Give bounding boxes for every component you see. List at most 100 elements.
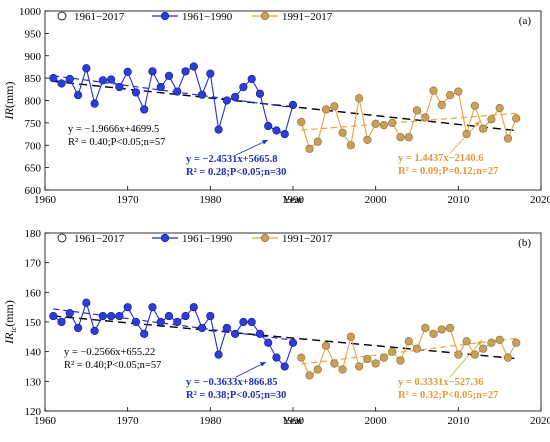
annotation-early-equation: y = −2.4531x+5665.8 — [186, 154, 277, 165]
data-point-1961-1990 — [73, 323, 83, 333]
x-axis-label: Year — [283, 415, 304, 427]
arrow-late — [449, 339, 483, 378]
data-point-1991-2017 — [363, 135, 372, 144]
x-tick-label: 2020 — [530, 194, 550, 206]
data-point-1961-1990 — [82, 64, 91, 73]
data-point-1961-1990 — [222, 96, 231, 105]
data-point-1961-1990 — [189, 62, 198, 71]
data-point-1961-1990 — [206, 69, 215, 78]
data-point-1961-1990 — [255, 329, 265, 338]
legend-marker-early — [160, 233, 170, 243]
arrow-early — [235, 139, 269, 156]
data-point-1991-2017 — [487, 338, 496, 347]
data-point-1991-2017 — [512, 114, 521, 123]
data-point-1991-2017 — [462, 129, 471, 139]
y-tick-label: 170 — [25, 258, 42, 270]
data-point-1961-1990 — [148, 303, 157, 312]
data-point-1961-1990 — [90, 326, 99, 336]
data-point-1991-2017 — [355, 94, 364, 103]
data-point-1991-2017 — [437, 100, 446, 110]
data-point-1991-2017 — [503, 353, 513, 362]
y-axis-label-sub: ic — [9, 326, 18, 332]
data-point-1991-2017 — [429, 329, 438, 338]
data-point-1961-1990 — [239, 317, 248, 327]
data-point-1991-2017 — [330, 359, 339, 368]
x-tick-label: 1960 — [34, 194, 57, 206]
data-point-1961-1990 — [148, 67, 157, 76]
data-point-1991-2017 — [321, 341, 331, 350]
data-point-1961-1990 — [288, 100, 298, 110]
data-point-1991-2017 — [388, 347, 397, 356]
data-point-1991-2017 — [454, 87, 463, 96]
data-point-1991-2017 — [305, 371, 314, 380]
annotation-late-equation: y = 1.4437x−2140.6 — [398, 153, 483, 164]
data-point-1961-1990 — [247, 74, 256, 84]
legend-label-late: 1991−2017 — [282, 11, 333, 23]
data-point-1961-1990 — [164, 311, 174, 321]
data-point-1991-2017 — [396, 356, 405, 365]
annotation-early-equation: y = −0.3633x+866.85 — [186, 377, 277, 388]
data-point-1991-2017 — [470, 350, 479, 359]
data-point-1961-1990 — [255, 89, 265, 98]
y-tick-label: 900 — [25, 51, 42, 63]
data-point-1991-2017 — [346, 141, 355, 150]
data-point-1991-2017 — [479, 124, 488, 133]
x-tick-label: 1960 — [34, 415, 57, 427]
x-tick-label: 1970 — [117, 415, 140, 427]
data-point-1961-1990 — [49, 74, 58, 83]
arrow-early — [235, 361, 267, 378]
data-point-1961-1990 — [214, 350, 223, 359]
x-tick-label: 2010 — [447, 194, 470, 206]
y-tick-label: 150 — [25, 317, 42, 329]
panel-label: (b) — [518, 237, 531, 249]
data-point-1991-2017 — [404, 133, 413, 142]
annotation-all-equation: y = −0.2566x+655.22 — [64, 347, 155, 358]
data-point-1991-2017 — [313, 137, 322, 146]
y-axis-label: IRic(mm) — [2, 300, 18, 345]
legend-marker-all — [57, 11, 67, 21]
y-tick-label: 180 — [25, 228, 42, 240]
data-point-1991-2017 — [495, 335, 504, 344]
data-point-1961-1990 — [181, 311, 190, 321]
data-point-1961-1990 — [115, 82, 124, 92]
panel-a: 600 650 700 750 800 850 900 950 1000 1960 1970 1980… — [2, 6, 550, 206]
data-point-1961-1990 — [107, 75, 116, 84]
data-point-1961-1990 — [131, 317, 141, 327]
data-point-1961-1990 — [280, 129, 289, 139]
y-tick-label: 950 — [25, 28, 42, 40]
data-point-1961-1990 — [197, 323, 207, 333]
data-point-1991-2017 — [330, 102, 339, 111]
data-point-1991-2017 — [346, 332, 355, 341]
data-point-1961-1990 — [214, 125, 223, 134]
data-point-1961-1990 — [65, 74, 74, 84]
trend-line-early — [53, 75, 294, 109]
data-point-1961-1990 — [107, 311, 116, 321]
data-point-1961-1990 — [115, 311, 124, 321]
annotation-all-stats: R² = 0.40;P<0.05;n=57 — [64, 360, 161, 371]
data-point-1961-1990 — [90, 99, 99, 108]
data-point-1991-2017 — [305, 144, 314, 153]
data-point-1991-2017 — [437, 325, 446, 334]
data-point-1961-1990 — [197, 90, 207, 99]
data-point-1991-2017 — [338, 128, 347, 137]
arrow-early-head — [262, 140, 268, 145]
data-point-1961-1990 — [173, 317, 182, 327]
data-point-1991-2017 — [470, 101, 479, 110]
data-point-1961-1990 — [82, 298, 91, 307]
data-point-1961-1990 — [57, 79, 66, 88]
y-tick-label: 850 — [25, 73, 42, 85]
data-point-1991-2017 — [371, 119, 380, 128]
data-point-1991-2017 — [363, 354, 372, 364]
x-tick-label: 2000 — [365, 194, 388, 206]
data-point-1991-2017 — [396, 133, 405, 142]
y-tick-label: 1000 — [19, 6, 42, 18]
data-point-1991-2017 — [379, 353, 389, 362]
data-point-1961-1990 — [123, 67, 132, 76]
data-point-1961-1990 — [189, 303, 198, 312]
y-tick-label: 140 — [25, 347, 42, 359]
trend-line-late — [301, 112, 517, 131]
data-point-1991-2017 — [421, 323, 430, 333]
data-point-1991-2017 — [313, 365, 322, 374]
x-tick-label: 1970 — [117, 194, 140, 206]
y-tick-label: 750 — [25, 118, 42, 130]
